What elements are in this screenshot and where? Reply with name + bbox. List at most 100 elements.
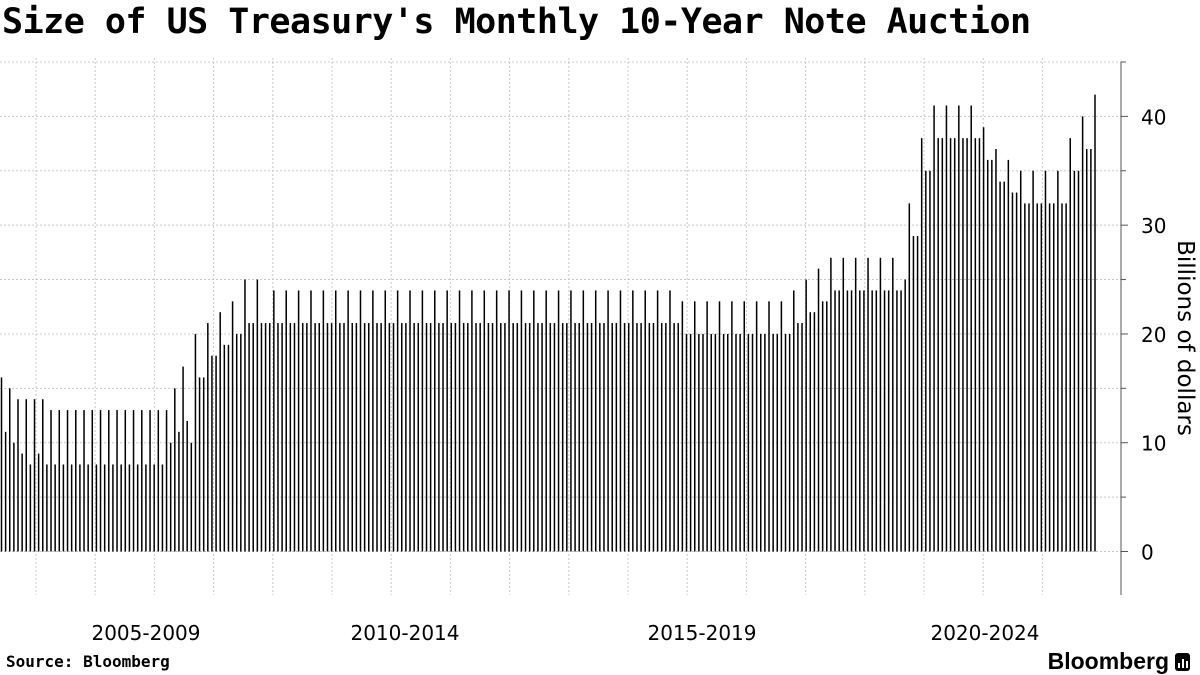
bar xyxy=(561,323,564,552)
bar xyxy=(813,312,816,552)
bar xyxy=(318,323,320,552)
x-tick-label: 2020-2024 xyxy=(930,621,1039,645)
bar xyxy=(615,323,618,552)
bar xyxy=(483,290,486,552)
bar xyxy=(231,301,234,552)
bar xyxy=(1085,149,1088,552)
bar xyxy=(190,442,193,552)
y-axis: 0 10 20 30 40 xyxy=(1120,61,1166,595)
bar xyxy=(417,323,420,552)
bar xyxy=(1077,170,1080,552)
bar xyxy=(599,323,601,552)
bar xyxy=(537,323,539,552)
bar xyxy=(681,301,684,552)
bar xyxy=(1081,116,1084,552)
bar xyxy=(788,333,791,552)
source-note: Source: Bloomberg xyxy=(6,652,170,671)
bar xyxy=(392,323,395,552)
bar xyxy=(863,290,865,552)
bar xyxy=(116,410,118,552)
bar xyxy=(293,323,296,552)
bar xyxy=(297,290,300,552)
bar xyxy=(1015,192,1018,552)
bar xyxy=(384,290,387,552)
bar xyxy=(1048,203,1051,552)
bar xyxy=(355,323,358,552)
y-tick-label: 40 xyxy=(1141,105,1166,129)
bar xyxy=(953,138,956,552)
bar xyxy=(619,290,622,552)
bar xyxy=(33,399,36,552)
bar xyxy=(896,290,898,552)
bar xyxy=(722,333,725,552)
bar xyxy=(1040,203,1043,552)
bar xyxy=(1024,203,1026,552)
bar xyxy=(277,323,279,552)
chart-title: Size of US Treasury's Monthly 10-Year No… xyxy=(2,2,1031,42)
bar xyxy=(108,410,110,552)
bar xyxy=(520,290,523,552)
bar xyxy=(698,333,700,552)
bar xyxy=(306,323,308,552)
bar xyxy=(854,257,857,552)
bar xyxy=(252,323,254,552)
bar xyxy=(570,290,572,552)
x-tick-label: 2015-2019 xyxy=(647,621,756,645)
bar xyxy=(66,410,69,552)
bar xyxy=(487,323,490,552)
bar xyxy=(182,366,184,552)
y-tick-label: 20 xyxy=(1141,323,1166,347)
bar xyxy=(640,323,642,552)
bar xyxy=(207,323,209,552)
bar xyxy=(46,464,48,552)
bar xyxy=(607,290,609,552)
bar xyxy=(351,323,353,552)
bar xyxy=(380,323,382,552)
bar xyxy=(533,290,535,552)
bar xyxy=(372,290,374,552)
bar xyxy=(1065,203,1067,552)
bar xyxy=(425,323,428,552)
bar xyxy=(413,323,415,552)
bar xyxy=(590,323,593,552)
bar xyxy=(326,323,329,552)
bar xyxy=(1019,170,1022,552)
bar xyxy=(920,138,923,552)
bar xyxy=(396,290,399,552)
bar xyxy=(153,464,155,552)
bar xyxy=(141,410,143,552)
bar xyxy=(322,290,325,552)
bar xyxy=(429,323,432,552)
bar xyxy=(339,323,341,552)
bar xyxy=(623,323,626,552)
bar xyxy=(904,279,906,552)
bar xyxy=(215,355,217,552)
bar xyxy=(594,290,597,552)
bar xyxy=(553,323,556,552)
bar xyxy=(945,105,948,552)
bar xyxy=(343,323,345,552)
bar xyxy=(112,464,114,552)
bar xyxy=(471,290,473,552)
bar xyxy=(809,312,812,552)
bar xyxy=(405,323,407,552)
bar xyxy=(702,333,704,552)
bar xyxy=(693,301,696,552)
bar xyxy=(735,333,737,552)
bar xyxy=(91,410,94,552)
bar xyxy=(797,323,799,552)
bar xyxy=(887,290,890,552)
bar xyxy=(21,453,23,552)
bar xyxy=(132,410,135,552)
bar xyxy=(273,290,275,552)
bar xyxy=(491,323,494,552)
bar xyxy=(801,323,803,552)
bar xyxy=(830,257,832,552)
bar xyxy=(557,290,560,552)
bar xyxy=(363,323,366,552)
bar xyxy=(1007,159,1010,552)
bar xyxy=(504,323,506,552)
bar xyxy=(438,323,440,552)
bar xyxy=(223,344,226,552)
bar xyxy=(194,333,197,552)
